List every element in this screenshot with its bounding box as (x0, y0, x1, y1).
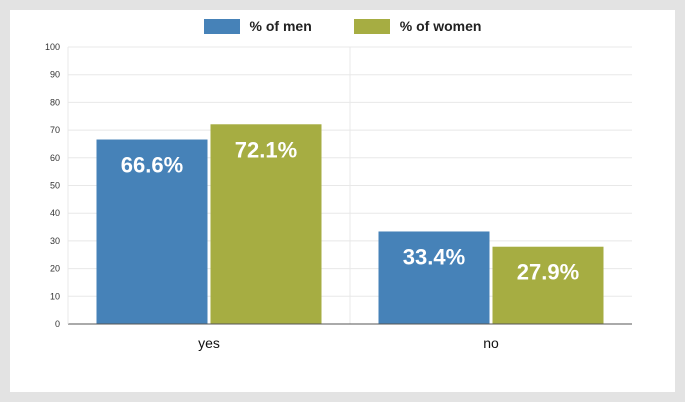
y-tick-label: 40 (50, 208, 60, 218)
y-tick-label: 50 (50, 181, 60, 191)
bar-women-yes[interactable] (210, 124, 322, 325)
legend-item-men[interactable]: % of men (203, 18, 312, 34)
legend: % of men % of women (10, 18, 675, 34)
y-tick-label: 90 (50, 70, 60, 80)
legend-swatch-men (203, 18, 240, 34)
bar-chart: 0 10 20 30 40 50 60 70 80 90 100 66.6% 72.1% yes 33.4%… (45, 42, 632, 351)
y-tick-label: 70 (50, 125, 60, 135)
y-tick-label: 10 (50, 291, 60, 301)
data-label-women-yes: 72.1% (235, 137, 297, 162)
data-label-men-yes: 66.6% (121, 153, 183, 178)
bar-men-yes[interactable] (96, 139, 208, 324)
y-tick-label: 60 (50, 153, 60, 163)
x-category-label-no: no (483, 335, 499, 351)
data-label-men-no: 33.4% (403, 244, 465, 269)
legend-swatch-women (353, 18, 390, 34)
legend-label-women: % of women (399, 18, 482, 34)
x-category-label-yes: yes (198, 335, 220, 351)
y-tick-label: 0 (55, 319, 60, 329)
legend-item-women[interactable]: % of women (353, 18, 482, 34)
y-tick-label: 100 (45, 42, 60, 52)
legend-label-men: % of men (249, 18, 312, 34)
bar-women-no[interactable] (492, 246, 604, 324)
bar-men-no[interactable] (378, 231, 490, 324)
chart-card: % of men % of women 0 10 20 30 40 50 60 70 80 90 1… (10, 10, 675, 392)
y-tick-label: 20 (50, 264, 60, 274)
data-label-women-no: 27.9% (517, 260, 579, 285)
y-tick-label: 30 (50, 236, 60, 246)
y-tick-label: 80 (50, 97, 60, 107)
